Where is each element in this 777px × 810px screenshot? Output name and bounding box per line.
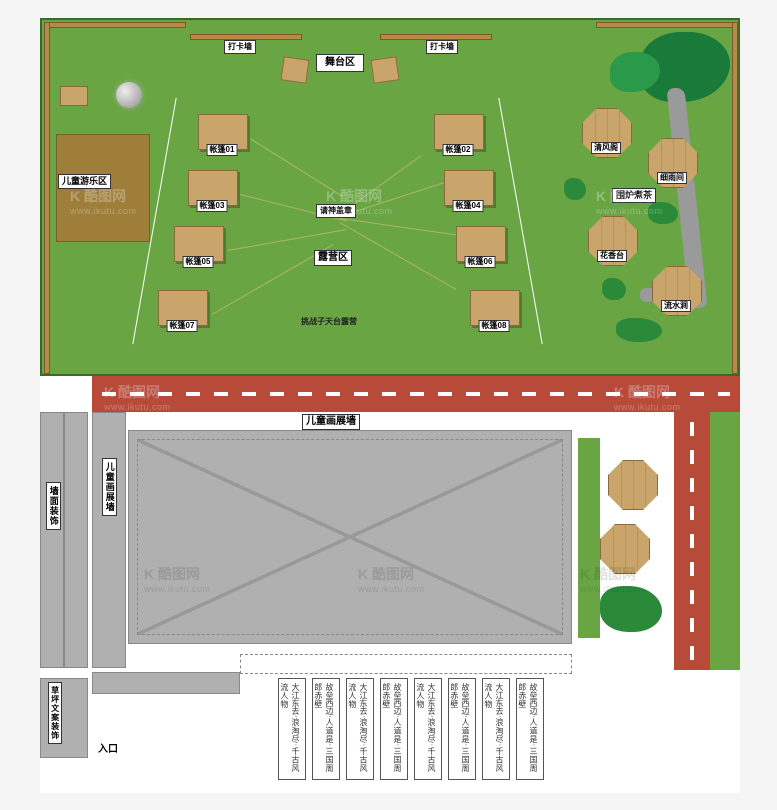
tent-07: 帐篷07 (152, 286, 212, 328)
tent-01: 帐篷01 (192, 110, 252, 152)
pavilion-qingfeng: 清风阁 (582, 108, 630, 156)
side-strip (40, 412, 64, 668)
entrance-label: 入口 (98, 740, 118, 755)
road-vertical (674, 412, 710, 670)
tent-08: 帐篷08 (464, 286, 524, 328)
side-strip (64, 412, 88, 668)
tent-06: 帐篷06 (450, 222, 510, 264)
camp-slogan: 挑战子天台露营 (298, 316, 360, 328)
entrance-walk (92, 672, 240, 694)
stage-prop (370, 56, 399, 83)
tent-04: 帐篷04 (438, 166, 498, 208)
wood-edge (44, 22, 186, 28)
kids-wall-h-label: 儿童画展墙 (302, 414, 360, 430)
tea-area-label: 围炉煮茶 (612, 188, 656, 203)
checkin-right: 打卡墙 (426, 40, 458, 54)
banner: 故垒西边·人道是·三国周郎赤壁 (380, 678, 408, 780)
plaza-area (128, 430, 572, 644)
checkin-left: 打卡墙 (224, 40, 256, 54)
wood-edge (44, 22, 50, 374)
pavilion-xiyu: 细雨间 (648, 138, 696, 186)
banner: 故垒西边·人道是·三国周郎赤壁 (516, 678, 544, 780)
wood-edge (732, 22, 738, 374)
stage-prop (280, 56, 309, 83)
play-area-label: 儿童游乐区 (58, 174, 111, 189)
camp-area-label: 露营区 (314, 250, 352, 266)
shed (60, 86, 88, 106)
banner: 故垒西边·人道是·三国周郎赤壁 (448, 678, 476, 780)
pavilion-lower-2 (600, 524, 648, 572)
banner: 故垒西边·人道是·三国周郎赤壁 (312, 678, 340, 780)
wood-edge (596, 22, 738, 28)
shrub (600, 586, 662, 632)
banner: 大江东去·浪淘尽·千古风流人物 (482, 678, 510, 780)
grass-strip (578, 438, 600, 638)
road-horizontal (92, 376, 740, 412)
moon-icon (116, 82, 142, 108)
pavilion-huaxiang: 花香台 (588, 216, 636, 264)
shrub (648, 202, 678, 224)
lawn-deco-label: 草坪文案装饰 (48, 682, 62, 744)
pavilion-lower-1 (608, 460, 656, 508)
shrub (602, 278, 626, 300)
side-strip (92, 412, 126, 668)
shrub (564, 178, 586, 200)
shrub (616, 318, 662, 342)
tent-02: 帐篷02 (428, 110, 488, 152)
pavilion-liushui: 流水涧 (652, 266, 700, 314)
stage-label: 舞台区 (316, 54, 364, 72)
site-plan-canvas: 儿童游乐区 舞台区 打卡墙 打卡墙 帐篷01 帐篷02 帐篷03 帐篷04 帐篷… (40, 18, 740, 793)
banner: 大江东去·浪淘尽·千古风流人物 (346, 678, 374, 780)
tent-03: 帐篷03 (182, 166, 242, 208)
wall-deco-label: 墙面装饰 (46, 482, 61, 530)
center-small-label: 请神盖章 (316, 204, 356, 218)
wood-beam (190, 34, 302, 40)
banner: 大江东去·浪淘尽·千古风流人物 (278, 678, 306, 780)
kids-wall-v-label: 儿童画展墙 (102, 458, 117, 516)
lower-dashed (240, 654, 572, 674)
tent-05: 帐篷05 (168, 222, 228, 264)
grass-strip (710, 412, 740, 670)
banner: 大江东去·浪淘尽·千古风流人物 (414, 678, 442, 780)
wood-beam (380, 34, 492, 40)
